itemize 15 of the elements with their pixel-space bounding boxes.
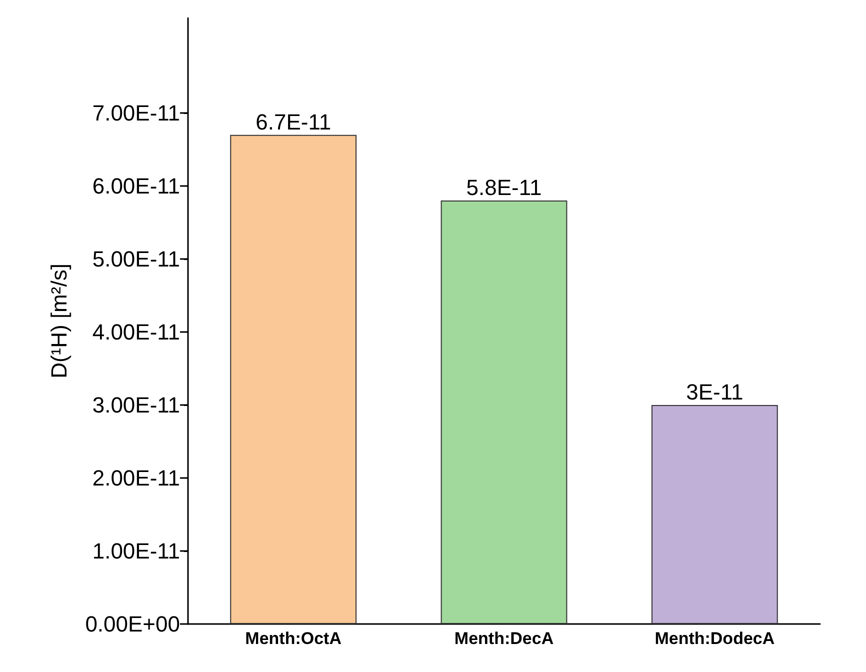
y-tick-label: 3.00E-11 xyxy=(92,392,180,418)
x-tick-label: Menth:OctA xyxy=(245,629,342,648)
data-label: 5.8E-11 xyxy=(466,175,542,200)
x-tick-label: Menth:DecA xyxy=(454,629,554,648)
data-label: 6.7E-11 xyxy=(256,109,332,134)
y-tick-label: 4.00E-11 xyxy=(92,319,180,344)
y-tick-label: 1.00E-11 xyxy=(92,538,180,564)
x-tick-label: Menth:DodecA xyxy=(654,629,775,648)
y-tick-label: 2.00E-11 xyxy=(92,465,180,490)
y-tick-label: 5.00E-11 xyxy=(92,246,180,272)
y-tick-label: 0.00E+00 xyxy=(85,612,180,636)
y-tick-label: 7.00E-11 xyxy=(92,100,180,126)
y-tick-label: 6.00E-11 xyxy=(92,173,180,198)
data-label: 3E-11 xyxy=(686,379,744,404)
y-axis-title: D(¹H) [m²/s] xyxy=(46,264,72,378)
